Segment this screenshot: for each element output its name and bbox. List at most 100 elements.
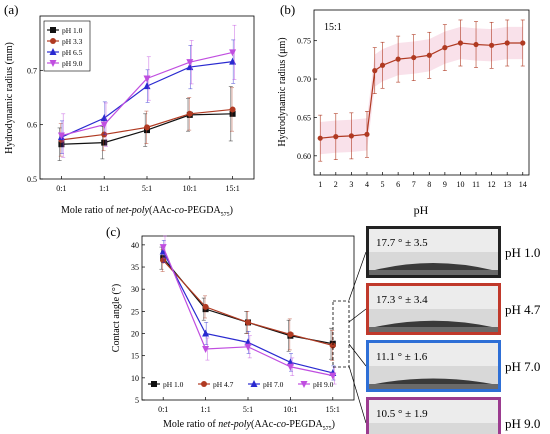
droplet-ph-label: pH 4.7 (505, 302, 541, 317)
droplet-connector (348, 343, 367, 367)
chart-b-xtick-label: 11 (472, 180, 480, 189)
chart-c-legend-label: pH 9.0 (313, 380, 334, 389)
chart-a-point (186, 110, 193, 117)
chart-a-point (229, 110, 236, 117)
chart-b-point (379, 62, 386, 68)
droplet-shape (375, 378, 492, 384)
chart-b-point (395, 56, 401, 62)
chart-a-xtick-label: 0:1 (56, 184, 66, 193)
chart-c-xtick-label: 0:1 (158, 405, 168, 414)
droplet-connector (348, 251, 367, 301)
chart-c-point (245, 319, 251, 326)
chart-c-ytick-label: 25 (131, 307, 139, 316)
chart-b-xtick-label: 6 (396, 180, 400, 189)
chart-a-legend-marker (49, 48, 57, 55)
chart-b-point (426, 52, 432, 58)
chart-b-point (489, 42, 495, 48)
droplet-image-highlight (369, 343, 498, 366)
droplet-ph-label: pH 1.0 (505, 245, 540, 260)
chart-b-point (348, 133, 354, 139)
chart-c: 0:1 1:1 5:1 10:1 15:1 5 10 15 20 25 30 35 40 pH 1.0 pH… (111, 235, 355, 432)
droplet-panels: 17.7 ° ± 3.5 pH 1.0 17.3 ° ± 3.4 pH 4.7 11.1… (348, 226, 541, 434)
chart-c-ytick-label: 40 (131, 241, 139, 250)
chart-a-legend-label: pH 3.3 (62, 37, 83, 46)
chart-b-point (504, 40, 510, 46)
chart-c-point (287, 331, 294, 338)
chart-c-ytick-label: 5 (135, 396, 139, 405)
chart-a-point (229, 106, 236, 113)
chart-a-xtick-label: 10:1 (183, 184, 197, 193)
chart-b-xtick-label: 3 (349, 180, 353, 189)
chart-b-ylabel: Hydrodynamic radius (μm) (277, 37, 288, 146)
droplet-ph-label: pH 7.0 (505, 359, 540, 374)
chart-c-ytick-label: 20 (131, 330, 139, 339)
chart-a-legend-label: pH 6.5 (62, 48, 83, 57)
chart-b-ytick-label: 0.70 (297, 75, 311, 84)
panel-c-label: (c) (106, 224, 120, 239)
chart-b-xtick-label: 14 (519, 180, 527, 189)
chart-c-ytick-label: 30 (131, 285, 139, 294)
chart-b-xtick-label: 8 (427, 180, 431, 189)
chart-c-legend-label: pH 4.7 (213, 380, 234, 389)
panel-b-label: (b) (280, 2, 295, 17)
chart-b-error-band (320, 26, 523, 155)
chart-a-xlabel: Mole ratio of net-poly(AAc-co-PEGDA575) (61, 205, 233, 218)
chart-b-annotation: 15:1 (324, 22, 342, 33)
chart-c-point (159, 244, 167, 252)
chart-a-xtick-label: 15:1 (225, 184, 239, 193)
chart-b-point (333, 134, 339, 140)
chart-b-ytick-label: 0.65 (297, 113, 311, 122)
chart-a-point (143, 75, 151, 83)
chart-b-point (364, 131, 370, 137)
chart-a-xtick-label: 1:1 (99, 184, 109, 193)
chart-b-point (372, 68, 378, 74)
chart-b-frame (313, 9, 530, 176)
chart-b-xtick-label: 7 (412, 180, 416, 189)
chart-c-xlabel: Mole ratio of net-poly(AAc-co-PEGDA575) (163, 419, 335, 432)
chart-c-legend-marker (250, 380, 258, 387)
chart-c-point (202, 329, 210, 337)
droplet-connector (348, 308, 367, 323)
chart-c-ytick-label: 35 (131, 263, 139, 272)
chart-c-xtick-label: 10:1 (283, 405, 297, 414)
droplet-substrate (369, 270, 498, 275)
droplet-image-highlight (369, 229, 498, 252)
droplet-angle-label: 11.1 ° ± 1.6 (376, 351, 428, 363)
chart-b-point (411, 54, 417, 61)
chart-a-point (229, 57, 237, 65)
chart-b-xtick-label: 10 (456, 180, 464, 189)
chart-b-xtick-label: 13 (503, 180, 511, 189)
chart-b-xtick-label: 9 (443, 180, 447, 189)
chart-c-series-line (162, 259, 333, 347)
droplet-shape (375, 320, 492, 327)
chart-a-point (229, 49, 237, 57)
chart-a-point (186, 59, 194, 67)
droplet-ph-label: pH 9.0 (505, 416, 540, 431)
chart-a-point (58, 141, 65, 148)
chart-c-point (202, 346, 210, 354)
chart-b-xlabel: pH (414, 203, 429, 217)
highlight-box (332, 300, 350, 368)
chart-a-legend-marker (49, 60, 57, 67)
chart-c-legend-marker (201, 381, 207, 387)
chart-b-xtick-label: 2 (334, 180, 338, 189)
chart-c-ytick-label: 10 (131, 374, 139, 383)
chart-a: 0:1 1:1 5:1 10:1 15:1 0.5 0.6 0.7 pH 1.0 pH 3.3 pH… (4, 15, 255, 218)
chart-a-point (57, 132, 65, 140)
chart-b-xtick-label: 5 (381, 180, 385, 189)
chart-c-series-line (162, 251, 333, 374)
chart-a-ytick-label: 0.5 (27, 175, 37, 184)
droplet-substrate (369, 384, 498, 389)
chart-a-point (100, 121, 108, 129)
chart-c-point (160, 257, 167, 264)
chart-b-ytick-label: 0.60 (297, 152, 311, 161)
droplet-shape (375, 263, 492, 270)
chart-c-xtick-label: 5:1 (243, 405, 253, 414)
chart-c-point (329, 342, 336, 349)
chart-c-ytick-label: 15 (131, 352, 139, 361)
chart-a-legend-label: pH 9.0 (62, 59, 83, 68)
chart-a-point (100, 114, 108, 122)
chart-a-legend-marker (50, 27, 56, 33)
droplet-image-highlight (369, 286, 498, 309)
